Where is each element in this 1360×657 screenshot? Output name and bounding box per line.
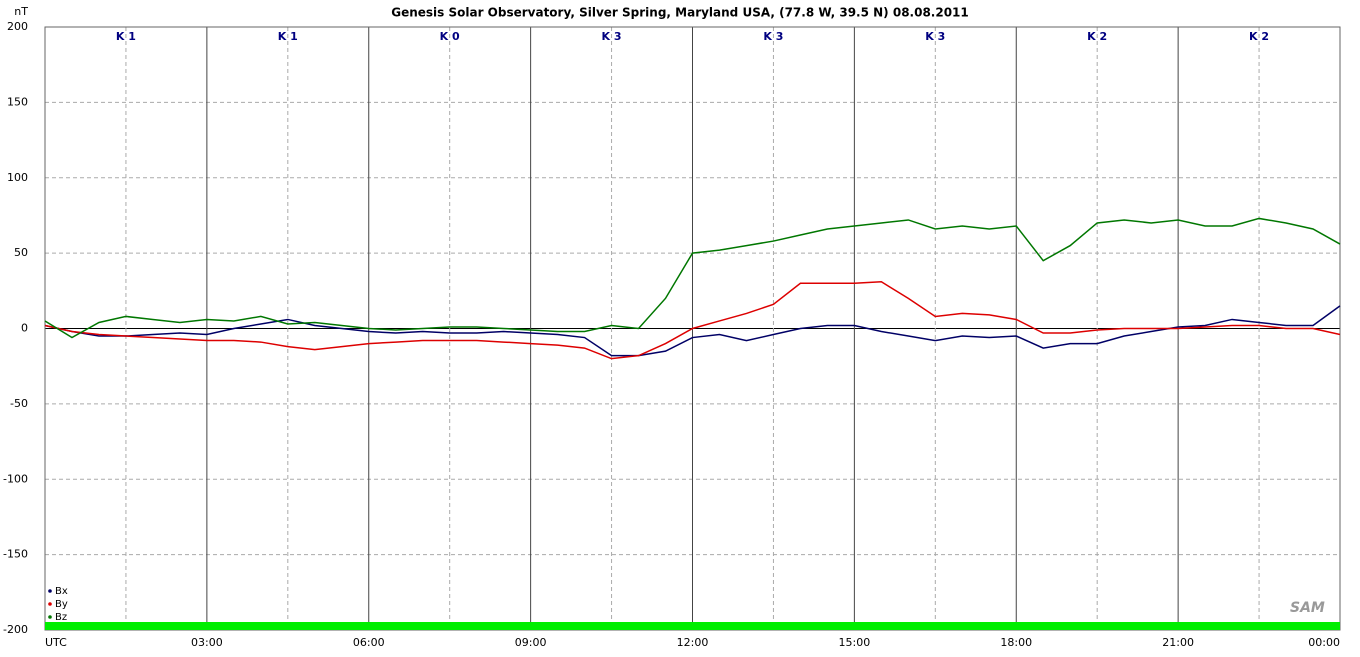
status-bar <box>45 622 1340 630</box>
k-index-label: K 0 <box>440 30 460 43</box>
data-line <box>44 281 1341 360</box>
k-index-label: K 2 <box>1249 30 1269 43</box>
y-tick-label: 200 <box>7 20 28 33</box>
x-tick-label: 12:00 <box>677 636 709 649</box>
logo: SAM <box>1290 600 1325 616</box>
x-tick-label: 00:00 <box>1308 636 1340 649</box>
legend-marker <box>48 615 52 619</box>
x-tick-label: 06:00 <box>353 636 385 649</box>
x-tick-label: 18:00 <box>1000 636 1032 649</box>
y-tick-label: 150 <box>7 95 28 108</box>
k-index-label: K 1 <box>116 30 136 43</box>
legend-label: Bz <box>55 612 67 623</box>
k-index-label: K 3 <box>925 30 945 43</box>
y-tick-label: 50 <box>14 246 28 259</box>
x-tick-label: 09:00 <box>515 636 547 649</box>
y-tick-label: 0 <box>21 322 28 335</box>
k-index-label: K 3 <box>763 30 783 43</box>
k-index-label: K 3 <box>602 30 622 43</box>
legend-marker <box>48 602 52 606</box>
data-line <box>44 305 1341 357</box>
x-tick-label: 21:00 <box>1162 636 1194 649</box>
y-tick-label: -100 <box>3 472 28 485</box>
k-index-label: K 1 <box>278 30 298 43</box>
x-tick-label: 03:00 <box>191 636 223 649</box>
x-tick-label: UTC <box>45 636 67 649</box>
chart-title: Genesis Solar Observatory, Silver Spring… <box>391 6 969 20</box>
k-index-label: K 2 <box>1087 30 1107 43</box>
y-tick-label: 100 <box>7 171 28 184</box>
legend-marker <box>48 589 52 593</box>
y-tick-label: -150 <box>3 548 28 561</box>
y-axis-label: nT <box>14 5 28 18</box>
legend-label: Bx <box>55 586 68 597</box>
y-tick-label: -50 <box>10 397 28 410</box>
data-line <box>44 217 1341 339</box>
legend-label: By <box>55 599 68 610</box>
y-tick-label: -200 <box>3 623 28 636</box>
x-tick-label: 15:00 <box>839 636 871 649</box>
